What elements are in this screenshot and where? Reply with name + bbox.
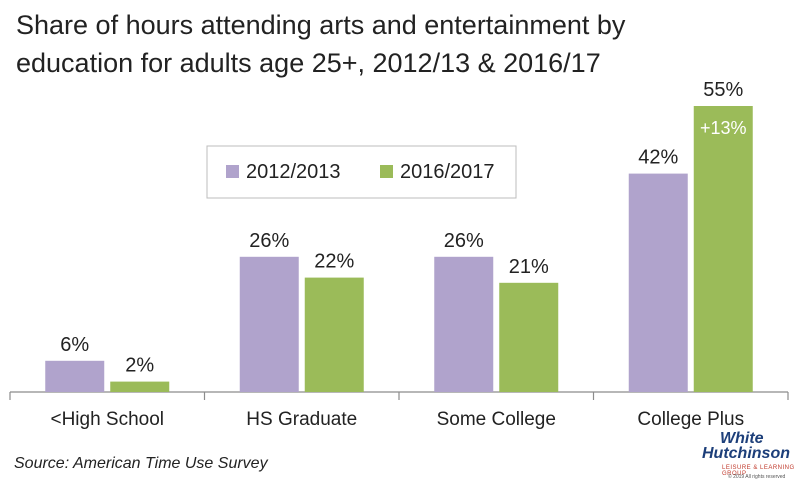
bar-2016-2017 — [304, 277, 364, 392]
white-hutchinson-logo: White Hutchinson LEISURE & LEARNING GROU… — [688, 430, 798, 488]
logo-text-hutchinson: Hutchinson — [702, 445, 790, 462]
bar-2016-2017 — [693, 106, 753, 392]
source-note: Source: American Time Use Survey — [14, 455, 268, 472]
logo-tagline: LEISURE & LEARNING GROUP — [722, 465, 795, 477]
logo-copyright: © 2019 All rights reserved — [728, 474, 786, 480]
bar-2016-2017 — [499, 282, 559, 392]
chart-title-line-2: education for adults age 25+, 2012/13 & … — [16, 48, 601, 78]
data-label: 21% — [509, 256, 549, 278]
logo-text-white: White — [720, 430, 764, 447]
x-tick-label: <High School — [50, 409, 164, 430]
x-tick-label: Some College — [437, 409, 556, 430]
data-label: 2% — [125, 355, 154, 377]
legend-swatch — [380, 165, 393, 178]
data-label: 26% — [249, 230, 289, 252]
annotation-label: +13% — [700, 118, 747, 138]
x-tick-label: HS Graduate — [246, 409, 357, 430]
data-label: 42% — [638, 147, 678, 169]
legend-swatch — [226, 165, 239, 178]
data-label: 22% — [314, 251, 354, 273]
bar-2016-2017 — [110, 381, 170, 392]
bar-2012-2013 — [434, 256, 494, 392]
bar-2012-2013 — [628, 173, 688, 392]
bar-2012-2013 — [239, 256, 299, 392]
legend-label: 2016/2017 — [400, 161, 495, 183]
x-tick-label: College Plus — [637, 409, 744, 430]
bar-2012-2013 — [45, 360, 105, 392]
legend-box — [206, 145, 517, 199]
chart-title-line-1: Share of hours attending arts and entert… — [16, 10, 626, 40]
data-label: 26% — [444, 230, 484, 252]
data-label: 6% — [60, 334, 89, 356]
chart-title: Share of hours attending arts and entert… — [16, 6, 786, 82]
data-label: 55% — [703, 79, 743, 101]
legend-label: 2012/2013 — [246, 161, 341, 183]
